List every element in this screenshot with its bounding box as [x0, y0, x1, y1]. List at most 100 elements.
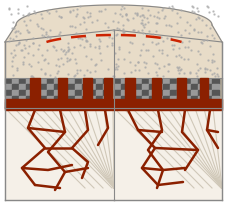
Point	[171, 6, 174, 10]
Point	[74, 32, 77, 35]
Point	[15, 67, 18, 70]
Point	[174, 55, 178, 58]
Point	[169, 37, 173, 40]
Point	[102, 7, 106, 11]
Point	[84, 27, 88, 30]
Point	[119, 4, 123, 8]
Point	[31, 41, 34, 44]
Point	[97, 44, 100, 47]
Bar	[183, 90, 190, 96]
Point	[66, 45, 69, 49]
Point	[21, 63, 25, 66]
Point	[67, 59, 70, 62]
Point	[167, 5, 170, 9]
Bar	[134, 90, 141, 96]
Polygon shape	[30, 78, 40, 99]
Point	[205, 6, 208, 9]
Point	[174, 22, 178, 25]
Point	[89, 57, 93, 60]
Bar	[61, 90, 68, 96]
Point	[133, 63, 136, 66]
Point	[48, 73, 52, 77]
Point	[181, 57, 185, 60]
Bar	[75, 90, 82, 96]
Point	[210, 60, 213, 64]
Point	[165, 53, 168, 57]
Bar	[155, 78, 162, 84]
Point	[149, 40, 153, 44]
Point	[31, 41, 34, 44]
Point	[13, 30, 17, 34]
Point	[122, 71, 126, 74]
Point	[190, 5, 194, 9]
Point	[81, 45, 85, 49]
Point	[187, 32, 190, 35]
Bar	[190, 96, 197, 102]
Point	[155, 41, 159, 45]
Point	[136, 68, 140, 71]
Point	[134, 14, 138, 17]
Point	[66, 48, 70, 51]
Point	[116, 47, 120, 51]
Bar	[40, 102, 47, 108]
Polygon shape	[5, 108, 114, 200]
Point	[188, 49, 192, 52]
Polygon shape	[5, 30, 114, 78]
Point	[160, 75, 164, 78]
Point	[182, 72, 185, 75]
Point	[170, 47, 174, 51]
Bar	[114, 90, 121, 96]
Bar	[121, 78, 127, 84]
Bar	[5, 96, 12, 102]
Point	[174, 66, 178, 69]
Point	[54, 72, 58, 75]
Point	[205, 68, 208, 71]
Point	[176, 30, 179, 34]
Bar	[169, 78, 176, 84]
Bar	[61, 96, 68, 102]
Bar	[190, 78, 197, 84]
Bar	[121, 102, 127, 108]
Bar	[176, 90, 183, 96]
Point	[201, 39, 205, 42]
Point	[74, 14, 77, 18]
Point	[193, 72, 197, 75]
Bar	[121, 84, 127, 90]
Point	[40, 53, 44, 56]
Point	[155, 10, 159, 13]
Point	[57, 32, 61, 36]
Point	[81, 15, 85, 18]
Point	[17, 41, 21, 44]
Point	[112, 74, 116, 77]
Polygon shape	[58, 78, 67, 99]
Point	[136, 29, 140, 32]
Point	[175, 11, 178, 15]
Bar	[204, 96, 211, 102]
Bar	[40, 78, 47, 84]
Point	[151, 54, 154, 57]
Point	[72, 74, 76, 78]
Point	[51, 45, 55, 48]
Bar	[211, 90, 218, 96]
Point	[95, 18, 98, 21]
Bar	[103, 102, 109, 108]
Point	[78, 36, 82, 40]
Bar	[141, 84, 148, 90]
Bar	[114, 84, 121, 90]
Bar	[61, 78, 68, 84]
Bar	[121, 96, 127, 102]
Point	[163, 14, 166, 18]
Bar	[162, 78, 169, 84]
Point	[177, 16, 181, 19]
Bar	[121, 90, 127, 96]
Point	[96, 37, 100, 40]
Point	[16, 42, 19, 46]
Point	[161, 16, 165, 20]
Bar	[176, 78, 183, 84]
Point	[70, 24, 74, 28]
Point	[13, 54, 16, 57]
Point	[72, 26, 76, 29]
Point	[25, 4, 28, 7]
Point	[146, 8, 149, 11]
Point	[142, 15, 145, 19]
